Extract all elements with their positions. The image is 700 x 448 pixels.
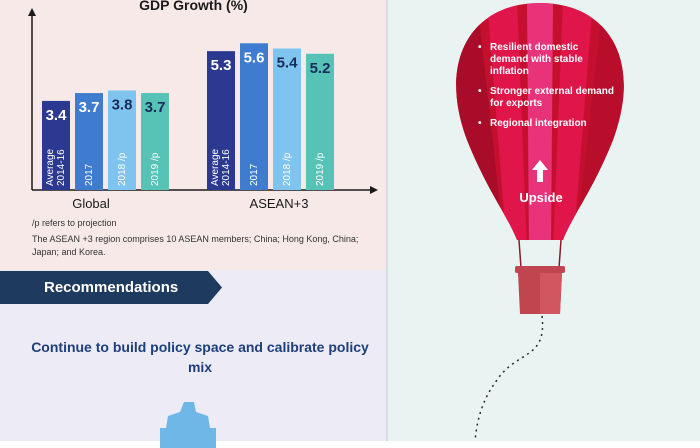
bar-category-label: 2019 /p [150, 152, 161, 186]
bar [273, 48, 301, 190]
bar [306, 53, 334, 191]
data-label: 3.8 [112, 96, 133, 113]
dotted-string [474, 315, 544, 441]
upside-label: Upside [519, 190, 563, 205]
recommendation-text: Continue to build policy space and calib… [31, 339, 369, 375]
group-label: Global [72, 196, 110, 211]
data-label: 3.7 [79, 99, 100, 116]
x-axis-arrow [370, 186, 378, 194]
balloon-basket-rim [515, 266, 565, 273]
bar-category-label-line: 2014-16 [221, 149, 232, 186]
bar-category-label: Average2014-16 [210, 148, 232, 186]
upside-factors-list: Resilient domestic demand with stable in… [478, 42, 618, 138]
bar [75, 93, 103, 190]
bar [141, 93, 169, 190]
bar-category-label: 2019 /p [315, 152, 326, 186]
note-region: The ASEAN +3 region comprises 10 ASEAN m… [32, 234, 359, 257]
bar-category-label-line: Average [210, 148, 221, 186]
up-arrow-icon [532, 160, 548, 182]
panel-divider [386, 0, 388, 441]
gear-icon [160, 402, 216, 448]
bar-category-label: 2018 /p [117, 152, 128, 186]
data-label: 3.4 [46, 107, 68, 124]
bar-category-label: 2017 [84, 163, 95, 186]
bar [42, 100, 70, 190]
note-projection: /p refers to projection [32, 218, 117, 228]
recommendations-heading: Recommendations [44, 279, 179, 296]
bar-category-label-line: 2014-16 [56, 149, 67, 186]
data-label: 5.3 [211, 57, 232, 74]
recommendations-banner: Recommendations [0, 271, 222, 304]
bar [108, 90, 136, 190]
data-label: 5.2 [310, 60, 331, 77]
bar-category-label: 2017 [249, 163, 260, 186]
list-item: Resilient domestic demand with stable in… [478, 42, 618, 78]
data-label: 5.6 [244, 49, 265, 66]
list-item: Stronger external demand for exports [478, 86, 618, 110]
list-item: Regional integration [478, 118, 618, 130]
bar-category-label: Average2014-16 [45, 148, 67, 186]
chart-title: GDP Growth (%) [139, 0, 248, 13]
bar [240, 43, 268, 190]
bar-category-label-line: Average [45, 148, 56, 186]
group-label: ASEAN+3 [250, 196, 309, 211]
y-axis-arrow [28, 8, 36, 16]
bar-category-label: 2018 /p [282, 152, 293, 186]
bar [207, 51, 235, 190]
data-label: 5.4 [277, 55, 299, 72]
data-label: 3.7 [145, 99, 166, 116]
chart-notes: /p refers to projection The ASEAN +3 reg… [32, 217, 362, 262]
